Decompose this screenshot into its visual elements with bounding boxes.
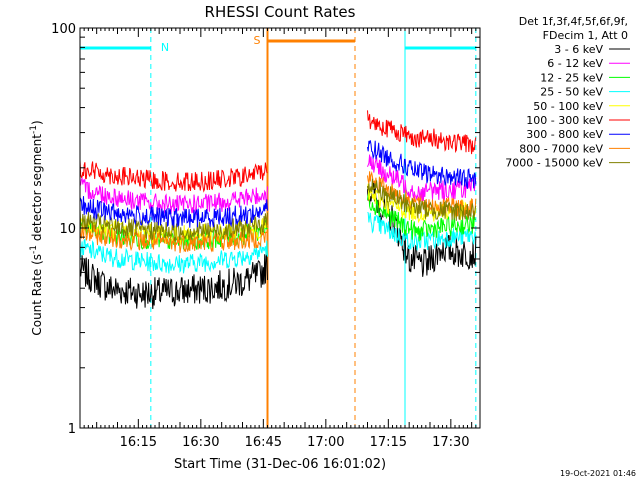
plot-area: NS (79, 28, 477, 428)
legend-label: 25 - 50 keV (540, 86, 603, 99)
series-7000-15000-kev-segment2 (367, 178, 477, 221)
series-100-300-kev-segment2 (367, 110, 477, 155)
y-axis-label-sup2: -1 (29, 125, 39, 134)
legend-label: 50 - 100 keV (533, 100, 603, 113)
x-tick-label: 17:00 (307, 435, 344, 450)
legend-label: 7000 - 15000 keV (505, 157, 603, 170)
x-tick-label: 16:30 (182, 435, 219, 450)
y-tick-label: 100 (51, 22, 76, 37)
series-25-50-kev-segment2 (367, 211, 477, 251)
y-axis-label-end: ) (30, 120, 44, 125)
series-300-800-kev-segment1 (79, 196, 268, 228)
timestamp: 19-Oct-2021 01:46 (560, 469, 636, 478)
legend-label: 300 - 800 keV (526, 128, 603, 141)
legend: Det 1f,3f,4f,5f,6f,9f, FDecim 1, Att 0 3… (505, 15, 630, 170)
chart-title: RHESSI Count Rates (205, 3, 356, 21)
night-label: N (161, 41, 169, 54)
series-100-300-kev-segment1 (79, 160, 268, 193)
series-25-50-kev-segment1 (79, 238, 268, 274)
legend-header-line1: Det 1f,3f,4f,5f,6f,9f, (519, 15, 628, 28)
saa-label: S (254, 34, 261, 47)
y-axis-label: Count Rate (s-1 detector segment-1) (29, 120, 44, 335)
x-tick-label: 17:30 (432, 435, 469, 450)
series-6-12-kev-segment1 (79, 176, 268, 216)
x-axis-label: Start Time (31-Dec-06 16:01:02) (174, 457, 386, 472)
legend-label: 800 - 7000 keV (519, 142, 603, 155)
x-tick-label: 17:15 (370, 435, 407, 450)
y-axis-label-sup1: -1 (29, 245, 39, 254)
y-axis-label-main: Count Rate (s (30, 254, 44, 336)
y-axis-label-mid: detector segment (30, 134, 44, 245)
x-tick-label: 16:45 (245, 435, 282, 450)
legend-header-line2: FDecim 1, Att 0 (543, 29, 628, 42)
legend-label: 12 - 25 keV (540, 71, 603, 84)
series-6-12-kev-segment2 (367, 154, 477, 201)
series-300-800-kev-segment2 (367, 140, 477, 189)
x-tick-label: 16:15 (120, 435, 157, 450)
axes: 1 10 100 16:15 16:30 16:45 17:00 17:15 17:30 (51, 22, 481, 450)
legend-label: 3 - 6 keV (554, 43, 603, 56)
legend-label: 100 - 300 keV (526, 114, 603, 127)
y-tick-label: 10 (59, 222, 76, 237)
legend-label: 6 - 12 keV (547, 57, 603, 70)
series-3-6-kev-segment1 (79, 254, 268, 310)
y-tick-label: 1 (68, 422, 76, 437)
